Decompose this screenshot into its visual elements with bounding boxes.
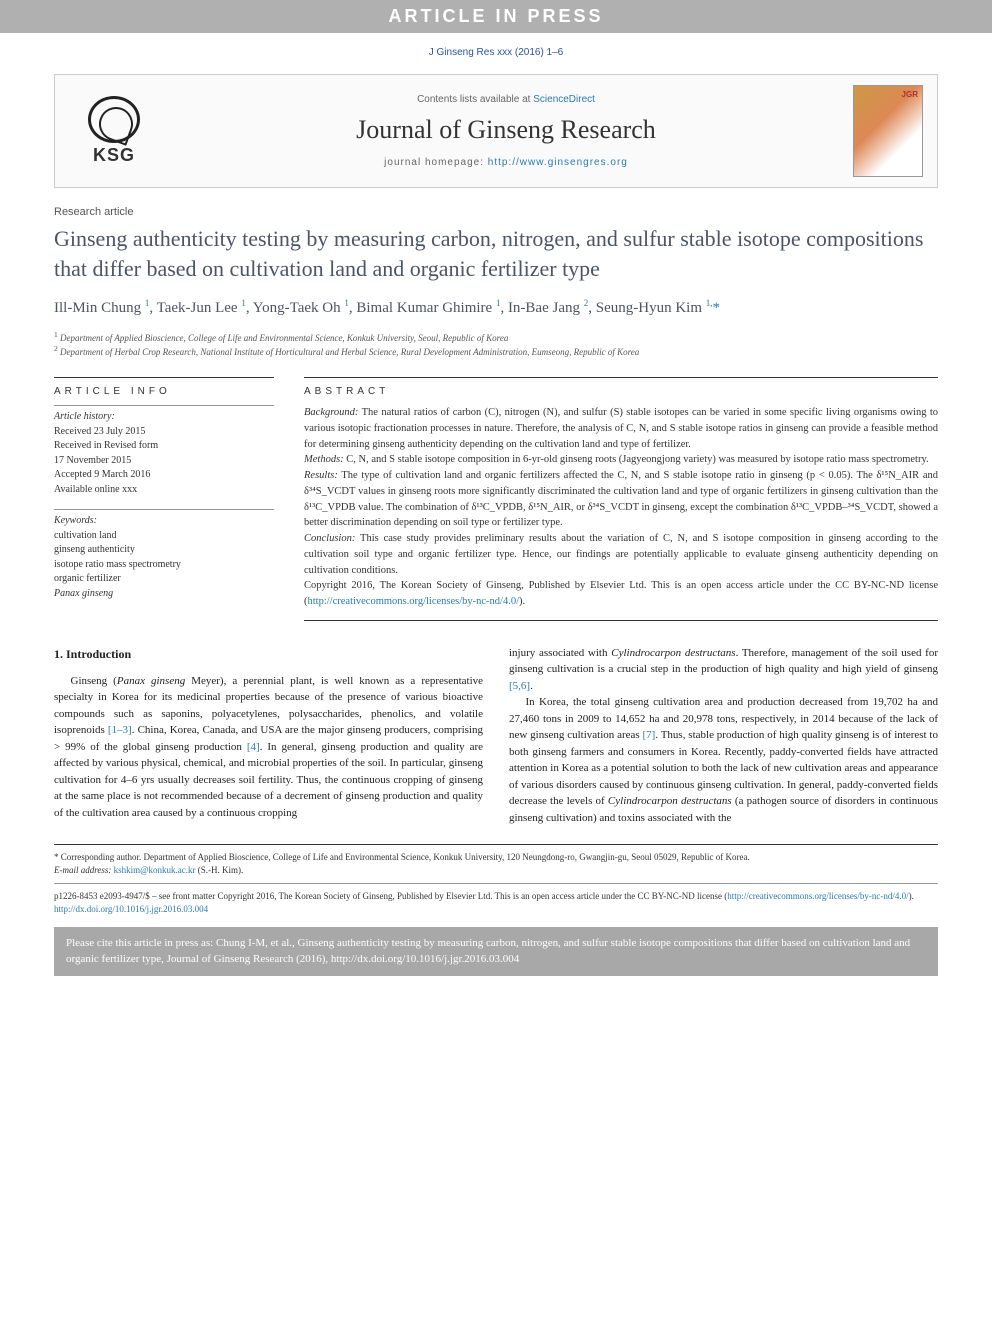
- homepage-prefix: journal homepage:: [384, 157, 488, 168]
- issn-copyright: p1226-8453 e2093-4947/$ – see front matt…: [54, 890, 938, 903]
- history-label: Article history:: [54, 405, 274, 425]
- ref-link-5-6[interactable]: [5,6]: [509, 680, 530, 692]
- author-list: Ill-Min Chung 1, Taek-Jun Lee 1, Yong-Ta…: [54, 297, 938, 320]
- email-suffix: (S.-H. Kim).: [195, 865, 243, 875]
- ksg-logo-text: KSG: [93, 145, 135, 166]
- footnotes: * Corresponding author. Department of Ap…: [54, 844, 938, 916]
- footnote-license-link[interactable]: http://creativecommons.org/licenses/by-n…: [727, 891, 908, 901]
- license-link[interactable]: http://creativecommons.org/licenses/by-n…: [308, 596, 520, 607]
- history-line: Received in Revised form: [54, 439, 274, 454]
- abstract-rule: [304, 620, 938, 621]
- ref-link-7[interactable]: [7]: [643, 729, 656, 741]
- body-column-left: 1. Introduction Ginseng (Panax ginseng M…: [54, 645, 483, 827]
- keywords-label: Keywords:: [54, 509, 274, 529]
- article-history: Article history: Received 23 July 2015Re…: [54, 405, 274, 497]
- abstract-conclusion: This case study provides preliminary res…: [304, 533, 938, 576]
- journal-header-center: Contents lists available at ScienceDirec…: [159, 94, 853, 168]
- abstract-text: Background: The natural ratios of carbon…: [304, 405, 938, 610]
- abstract-methods: C, N, and S stable isotope composition i…: [346, 454, 928, 465]
- ref-link-4[interactable]: [4]: [247, 741, 260, 753]
- article-title: Ginseng authenticity testing by measurin…: [54, 224, 938, 283]
- intro-paragraph-1-cont: injury associated with Cylindrocarpon de…: [509, 645, 938, 695]
- doi-line: http://dx.doi.org/10.1016/j.jgr.2016.03.…: [54, 903, 938, 916]
- abstract-results: The type of cultivation land and organic…: [304, 470, 938, 528]
- history-line: 17 November 2015: [54, 454, 274, 469]
- abstract-background-label: Background:: [304, 407, 358, 418]
- intro-paragraph-2: In Korea, the total ginseng cultivation …: [509, 694, 938, 826]
- article-type: Research article: [54, 206, 938, 218]
- issn-b: ).: [909, 891, 914, 901]
- keyword: Panax ginseng: [54, 587, 274, 602]
- keyword: cultivation land: [54, 529, 274, 544]
- species-name: Panax ginseng: [117, 675, 185, 687]
- email-label: E-mail address:: [54, 865, 111, 875]
- keyword: isotope ratio mass spectrometry: [54, 558, 274, 573]
- history-line: Received 23 July 2015: [54, 425, 274, 440]
- corresponding-author: * Corresponding author. Department of Ap…: [54, 851, 938, 864]
- affiliations: 1 Department of Applied Bioscience, Coll…: [54, 330, 938, 359]
- keyword: ginseng authenticity: [54, 543, 274, 558]
- intro-paragraph-1: Ginseng (Panax ginseng Meyer), a perenni…: [54, 673, 483, 822]
- journal-cover-thumbnail: [853, 85, 923, 177]
- keywords-block: Keywords: cultivation landginseng authen…: [54, 509, 274, 601]
- abstract-column: ABSTRACT Background: The natural ratios …: [304, 377, 938, 621]
- contents-available: Contents lists available at ScienceDirec…: [159, 94, 853, 105]
- p1r-c: .: [530, 680, 533, 692]
- journal-header: KSG Contents lists available at ScienceD…: [54, 74, 938, 188]
- intro-heading: 1. Introduction: [54, 645, 483, 663]
- keyword: organic fertilizer: [54, 572, 274, 587]
- society-logo: KSG: [69, 96, 159, 166]
- ref-link-1-3[interactable]: [1–3]: [108, 724, 132, 736]
- sciencedirect-link[interactable]: ScienceDirect: [533, 94, 595, 105]
- main-body: 1. Introduction Ginseng (Panax ginseng M…: [54, 645, 938, 827]
- contents-prefix: Contents lists available at: [417, 94, 533, 105]
- journal-homepage-link[interactable]: http://www.ginsengres.org: [488, 157, 628, 168]
- abstract-methods-label: Methods:: [304, 454, 344, 465]
- journal-name: Journal of Ginseng Research: [159, 115, 853, 145]
- citation-line: J Ginseng Res xxx (2016) 1–6: [0, 33, 992, 68]
- pathogen-name-2: Cylindrocarpon destructans: [608, 795, 732, 807]
- cite-in-press-box: Please cite this article in press as: Ch…: [54, 927, 938, 976]
- abstract-copyright-close: ).: [519, 596, 525, 607]
- history-line: Accepted 9 March 2016: [54, 468, 274, 483]
- p1r-a: injury associated with: [509, 647, 611, 659]
- article-info-heading: ARTICLE INFO: [54, 377, 274, 397]
- issn-a: p1226-8453 e2093-4947/$ – see front matt…: [54, 891, 727, 901]
- journal-homepage: journal homepage: http://www.ginsengres.…: [159, 157, 853, 168]
- body-column-right: injury associated with Cylindrocarpon de…: [509, 645, 938, 827]
- history-line: Available online xxx: [54, 483, 274, 498]
- abstract-results-label: Results:: [304, 470, 338, 481]
- article-in-press-banner: ARTICLE IN PRESS: [0, 0, 992, 33]
- p1-a: Ginseng (: [71, 675, 117, 687]
- abstract-conclusion-label: Conclusion:: [304, 533, 355, 544]
- pathogen-name-1: Cylindrocarpon destructans: [611, 647, 735, 659]
- abstract-heading: ABSTRACT: [304, 377, 938, 397]
- corresponding-email-link[interactable]: kshkim@konkuk.ac.kr: [114, 865, 196, 875]
- email-line: E-mail address: kshkim@konkuk.ac.kr (S.-…: [54, 864, 938, 877]
- doi-link[interactable]: http://dx.doi.org/10.1016/j.jgr.2016.03.…: [54, 904, 208, 914]
- ksg-logo-icon: [88, 96, 140, 143]
- article-info-column: ARTICLE INFO Article history: Received 2…: [54, 377, 274, 621]
- footnote-divider: [54, 883, 938, 884]
- abstract-background: The natural ratios of carbon (C), nitrog…: [304, 407, 938, 450]
